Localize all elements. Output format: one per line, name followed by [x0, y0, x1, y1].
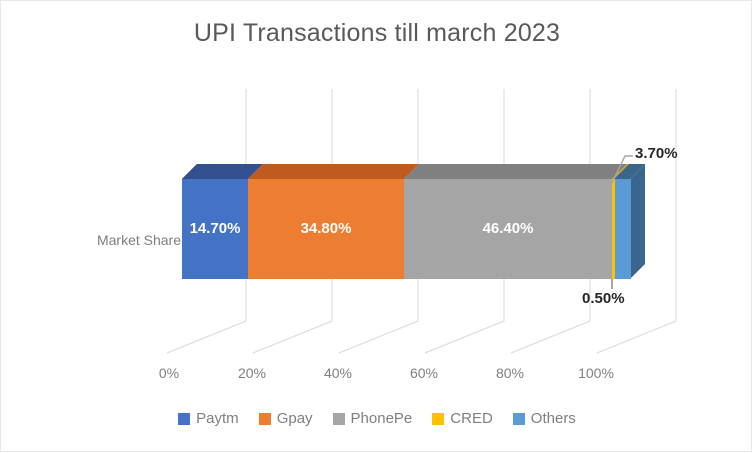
gridline-floor-20: [252, 283, 333, 354]
legend-label-phonepe: PhonePe: [350, 410, 413, 427]
x-tick-80: 80%: [495, 365, 525, 381]
legend-swatch-icon-phonepe: [332, 412, 345, 425]
chart-legend: Paytm Gpay PhonePe CRED Others: [1, 410, 752, 427]
legend-swatch-icon-others: [512, 412, 525, 425]
legend-item-gpay[interactable]: Gpay: [258, 410, 313, 427]
gridline-floor-80: [510, 283, 591, 354]
legend-swatch-icon-gpay: [258, 412, 271, 425]
bar-segment-phonepe[interactable]: [404, 179, 612, 279]
x-tick-60: 60%: [409, 365, 439, 381]
bar-segment-gpay[interactable]: [248, 179, 404, 279]
bar-segment-cred[interactable]: [612, 179, 615, 279]
bar-segment-paytm[interactable]: [182, 179, 248, 279]
x-tick-20: 20%: [237, 365, 267, 381]
side-face-paytm: [182, 164, 197, 180]
callout-label-others: 3.70%: [635, 145, 678, 162]
gridline-floor-0: [166, 283, 247, 354]
leader-line-others: [606, 155, 633, 194]
gridline-floor-100: [596, 283, 677, 354]
legend-swatch-icon-paytm: [178, 412, 191, 425]
x-tick-0: 0%: [158, 365, 180, 381]
top-face-phonepe: [404, 164, 627, 179]
legend-item-paytm[interactable]: Paytm: [178, 410, 239, 427]
legend-label-cred: CRED: [450, 410, 493, 427]
x-tick-100: 100%: [578, 365, 614, 381]
legend-swatch-icon-cred: [432, 412, 445, 425]
legend-label-gpay: Gpay: [276, 410, 313, 427]
bar-segment-others[interactable]: [615, 179, 631, 279]
category-axis-label: Market Share: [96, 232, 181, 248]
legend-item-cred[interactable]: CRED: [432, 410, 493, 427]
side-face-others: [630, 164, 645, 279]
legend-label-others: Others: [530, 410, 576, 427]
x-tick-40: 40%: [323, 365, 353, 381]
legend-item-others[interactable]: Others: [512, 410, 576, 427]
callout-label-cred: 0.50%: [582, 290, 625, 307]
gridline-floor-40: [338, 283, 419, 354]
top-face-paytm: [182, 164, 263, 179]
chart-title: UPI Transactions till march 2023: [193, 19, 561, 47]
legend-item-phonepe[interactable]: PhonePe: [332, 410, 413, 427]
top-face-gpay: [248, 164, 419, 179]
gridline-floor-60: [424, 283, 505, 354]
legend-label-paytm: Paytm: [196, 410, 239, 427]
top-face-others: [614, 164, 645, 179]
